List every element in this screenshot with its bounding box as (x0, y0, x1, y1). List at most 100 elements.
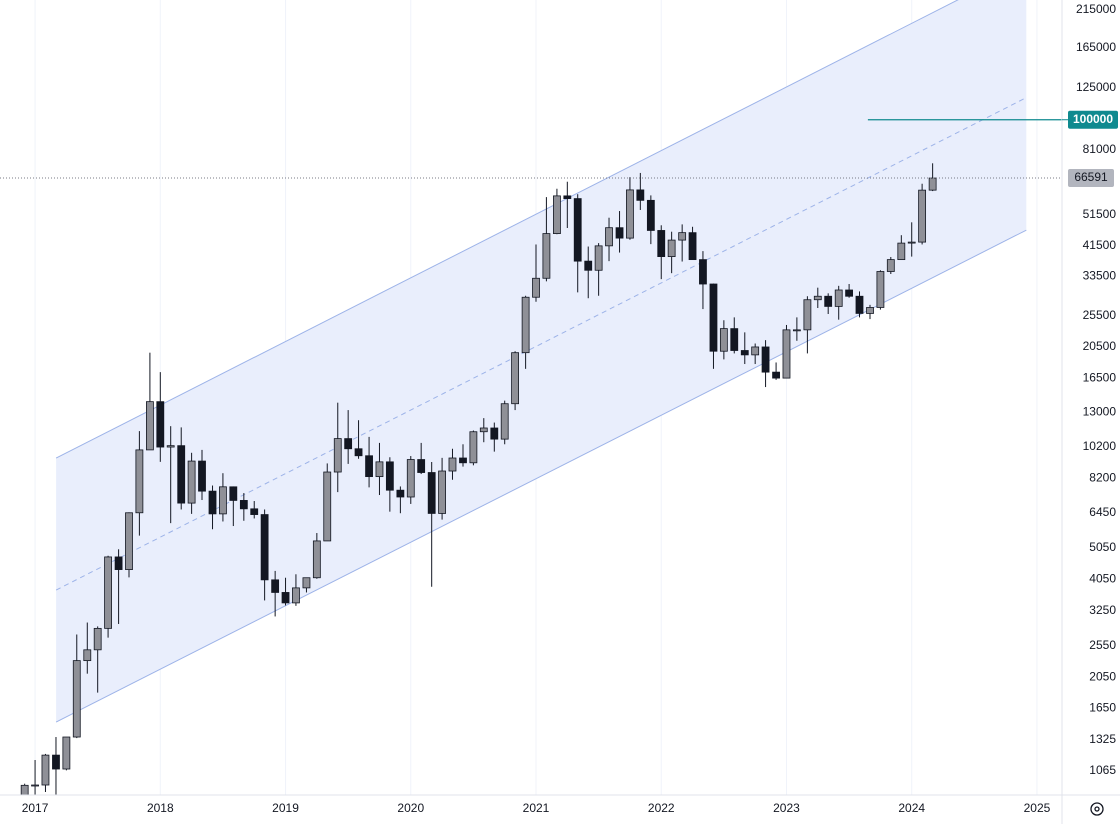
candle-body (688, 232, 697, 261)
candle-body (146, 401, 154, 451)
candle-body (876, 271, 885, 308)
candle-body (469, 431, 478, 464)
settings-icon-center[interactable] (1094, 806, 1100, 812)
y-tick-label: 3250 (1089, 603, 1116, 617)
candle-body (365, 455, 373, 478)
candle-body (761, 346, 770, 373)
x-tick-label: 2018 (147, 801, 174, 815)
y-tick-label: 51500 (1083, 207, 1117, 221)
candle-body (187, 460, 196, 504)
candle-body (375, 461, 384, 478)
y-tick-label: 8200 (1089, 471, 1116, 485)
candle-body (751, 346, 760, 356)
candle-body (396, 489, 405, 498)
candle-body (803, 299, 812, 331)
candle-body (855, 295, 864, 314)
candle-body (813, 295, 822, 301)
y-tick-label: 10200 (1083, 439, 1117, 453)
candle-body (678, 232, 687, 241)
settings-button[interactable] (1080, 797, 1114, 821)
candle-body (354, 448, 363, 457)
candle-body (41, 754, 50, 786)
candle-body (72, 660, 81, 738)
candle-body (166, 445, 175, 448)
y-tick-label: 4050 (1089, 572, 1116, 586)
candle-body (834, 289, 843, 307)
candle-body (83, 649, 92, 662)
x-tick-label: 2017 (22, 801, 49, 815)
candle-body (928, 177, 937, 191)
candle-body (792, 329, 801, 332)
candle-body (511, 352, 519, 405)
candle-body (177, 445, 186, 504)
channel-fill (56, 0, 1027, 723)
candle-body (62, 736, 71, 770)
price-line-label: 100000 (1073, 112, 1113, 126)
settings-bg[interactable] (1080, 797, 1114, 821)
channel-middle (55, 97, 1027, 591)
y-tick-label: 1325 (1089, 732, 1116, 746)
candle-body (156, 401, 165, 448)
candle-body (281, 592, 290, 604)
y-tick-label: 165000 (1076, 40, 1116, 54)
candle-body (573, 198, 582, 262)
candle-body (605, 227, 613, 247)
candle-body (772, 371, 780, 379)
candle-body (532, 277, 540, 298)
channel-lower (55, 229, 1027, 723)
candle-body (52, 754, 60, 770)
candle-body (845, 289, 853, 297)
candle-body (417, 459, 426, 473)
y-tick-label: 2550 (1089, 638, 1116, 652)
candle-body (104, 556, 112, 629)
candle-body (782, 329, 791, 379)
candle-body (448, 457, 457, 472)
x-tick-label: 2021 (523, 801, 550, 815)
candle-body (866, 307, 874, 314)
y-tick-label: 33500 (1083, 269, 1117, 283)
y-tick-label: 81000 (1083, 142, 1117, 156)
axes: 2017 2018 2019 2020 2021 2022 2023 2024 2025 1065… (22, 2, 1118, 815)
y-tick-label: 1650 (1089, 700, 1116, 714)
candle-body (459, 457, 467, 464)
last-price-label: 66591 (1074, 170, 1108, 184)
candle-body (615, 227, 624, 239)
candle-body (553, 195, 561, 234)
candle-body (323, 471, 332, 542)
price-line-label-bg (1068, 110, 1118, 129)
y-tick-label: 2050 (1089, 669, 1116, 683)
y-tick-label: 16500 (1083, 370, 1117, 384)
candle-body (20, 784, 29, 795)
y-tick-label: 1065 (1089, 763, 1116, 777)
candle-body (490, 427, 499, 440)
candle-body (198, 460, 206, 492)
candle-body (229, 486, 238, 501)
candle-body (271, 579, 280, 593)
x-tick-label: 2024 (898, 801, 925, 815)
candle-body (824, 295, 833, 307)
candle-body (479, 427, 488, 433)
y-tick-label: 25500 (1083, 308, 1117, 322)
channel-upper (55, 0, 959, 459)
candle-body (208, 490, 217, 515)
y-tick-label: 125000 (1076, 80, 1116, 94)
candle-body (250, 508, 259, 515)
candle-body (125, 512, 133, 570)
candle-body (646, 199, 655, 231)
candle-body (344, 438, 353, 450)
candle-body (219, 486, 227, 515)
y-tick-label: 41500 (1083, 238, 1117, 252)
plot-area (0, 0, 1062, 795)
candle-body (302, 577, 311, 589)
candle-body (719, 328, 728, 352)
settings-icon[interactable] (1090, 802, 1104, 816)
candle-body (406, 459, 415, 498)
x-tick-label: 2025 (1024, 801, 1051, 815)
candle-body (740, 350, 749, 356)
candle-body (667, 239, 676, 258)
candle-body (918, 189, 927, 243)
last-price-label-bg (1068, 169, 1114, 188)
candle-body (93, 627, 102, 651)
candle-body (31, 784, 39, 787)
candle-body (312, 540, 321, 579)
